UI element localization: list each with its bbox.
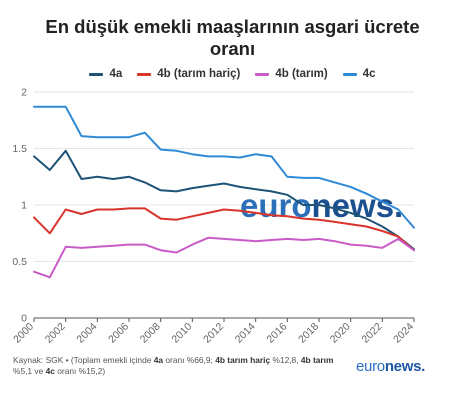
series-line-4b-tarim-haric <box>33 207 415 252</box>
source-note: Kaynak: SGK • (Toplam emekli içinde 4a o… <box>13 355 343 377</box>
legend-item-4b-tarim: 4b (tarım) <box>255 68 328 80</box>
legend-label-4a: 4a <box>109 68 123 80</box>
series-layer <box>33 105 415 279</box>
legend-label-4b-tarim-haric: 4b (tarım hariç) <box>157 68 241 80</box>
y-tick-label: 0 <box>21 313 27 325</box>
chart-title-line-1: En düşük emekli maaşlarının asgari ücret… <box>45 16 420 37</box>
source-key-4a: 4a <box>153 355 164 365</box>
source-key-4b-tarim: 4b tarım <box>300 355 334 365</box>
legend-swatch-4b-tarim-haric <box>137 72 152 76</box>
x-tick-label: 2022 <box>359 321 384 346</box>
legend-item-4b-tarim-haric: 4b (tarım hariç) <box>137 68 240 80</box>
x-tick-label: 2006 <box>106 321 131 346</box>
x-tick-label: 2008 <box>138 321 163 346</box>
source-text-4: oranı %15,2) <box>54 366 106 376</box>
y-tick-label: 1.5 <box>12 143 27 155</box>
source-text-3: %5,1 ve <box>13 366 46 376</box>
legend-label-4c: 4c <box>362 68 376 80</box>
source-key-4b-tarim-haric: 4b tarım hariç <box>215 355 271 365</box>
legend-label-4b-tarim: 4b (tarım) <box>275 68 328 80</box>
x-tick-label: 2014 <box>233 321 258 346</box>
legend-item-4c: 4c <box>342 68 376 80</box>
chart-legend: 4a 4b (tarım hariç) 4b (tarım) 4c <box>0 68 465 80</box>
series-line-4a <box>33 149 415 251</box>
source-prefix: Kaynak: SGK • (Toplam emekli içinde <box>13 355 154 365</box>
series-line-4c <box>33 105 415 229</box>
series-line-4b-tarim <box>33 236 415 279</box>
source-key-4c: 4c <box>45 366 55 376</box>
y-tick-label: 0.5 <box>12 256 27 268</box>
x-tick-label: 2016 <box>264 321 289 346</box>
chart-title-line-2: oranı <box>209 38 256 59</box>
brand-prefix: euro <box>355 358 385 375</box>
chart-title: En düşük emekli maaşlarının asgari ücret… <box>0 16 465 60</box>
x-tick-label: 2002 <box>43 321 68 346</box>
source-text-1: oranı %66,9; <box>163 355 216 365</box>
x-tick-label: 2000 <box>11 321 36 346</box>
legend-swatch-4b-tarim <box>255 72 270 76</box>
x-tick-label: 2020 <box>328 321 353 346</box>
x-tick-label: 2018 <box>296 321 321 346</box>
grid-layer <box>34 91 414 262</box>
x-tick-label: 2024 <box>391 321 416 346</box>
y-tick-label: 2 <box>21 87 27 99</box>
legend-swatch-4a <box>89 72 104 76</box>
legend-item-4a: 4a <box>89 68 122 80</box>
x-tick-label: 2010 <box>169 321 194 346</box>
y-tick-label: 1 <box>21 200 27 212</box>
euronews-logo: euronews. <box>356 358 425 375</box>
legend-swatch-4c <box>342 72 357 76</box>
source-text-2: %12,8, <box>270 355 301 365</box>
x-tick-label: 2012 <box>201 321 226 346</box>
x-tick-label: 2004 <box>74 321 99 346</box>
brand-suffix: news. <box>384 358 425 375</box>
